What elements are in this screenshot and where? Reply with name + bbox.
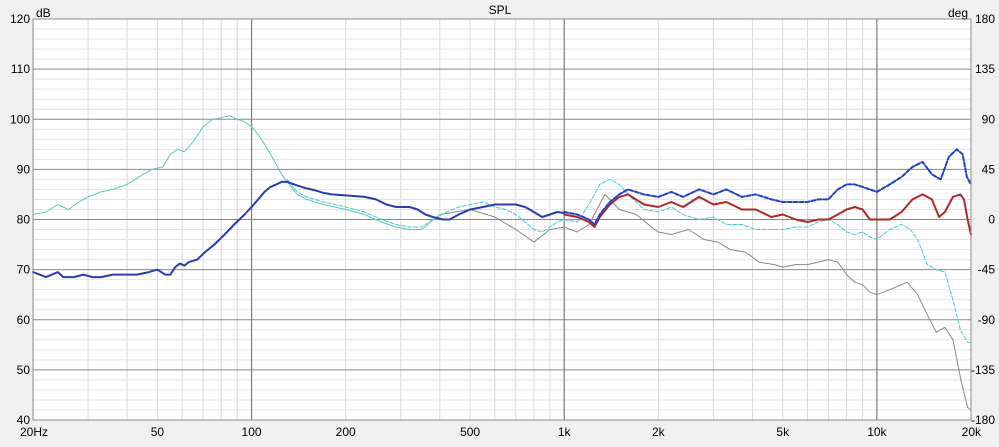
x-tick-label: 20k <box>962 425 982 439</box>
x-tick-label: 20Hz <box>20 425 48 439</box>
plot-frame <box>32 18 972 421</box>
y-tick-labels: 40 50 60 70 80 90 100 110 120 <box>10 12 30 427</box>
y-tick-label: 100 <box>10 112 30 126</box>
y2-tick-label: 45 <box>982 162 996 176</box>
series-line-5 <box>563 148 972 226</box>
series-layer <box>32 115 972 411</box>
x-tick-label: 500 <box>460 425 480 439</box>
x-tick-labels: 20Hz 50 100 200 500 1k 2k 5k 10k 20k <box>20 425 982 439</box>
series-line-1 <box>439 193 972 411</box>
y2-tick-label: -90 <box>978 313 996 327</box>
y2-axis-label: deg <box>948 6 968 20</box>
x-tick-label: 200 <box>336 425 356 439</box>
x-tick-label: 100 <box>242 425 262 439</box>
chart-title: SPL <box>489 3 512 17</box>
x-tick-label: 1k <box>558 425 572 439</box>
y-tick-label: 60 <box>17 313 31 327</box>
y-axis-label: dB <box>36 6 51 20</box>
y-tick-label: 110 <box>11 62 30 76</box>
y-tick-label: 50 <box>17 363 31 377</box>
y2-tick-label: -45 <box>978 263 996 277</box>
y2-tick-labels: -180 -135 -90 -45 0 45 90 135 180 <box>971 12 995 427</box>
y2-tick-label: 0 <box>988 213 995 227</box>
y2-tick-label: 135 <box>975 62 995 76</box>
y2-tick-label: -180 <box>971 413 995 427</box>
y-tick-label: 90 <box>17 162 31 176</box>
series-line-2 <box>32 115 441 230</box>
y-tick-label: 70 <box>17 263 31 277</box>
y-tick-label: 80 <box>17 213 31 227</box>
y-tick-label: 120 <box>10 12 30 26</box>
y2-tick-label: 180 <box>975 12 995 26</box>
x-tick-label: 2k <box>652 425 666 439</box>
y-tick-label: 40 <box>17 413 31 427</box>
y2-tick-label: -135 <box>971 363 995 377</box>
x-tick-label: 10k <box>867 425 887 439</box>
series-line-4 <box>563 193 972 236</box>
x-tick-label: 5k <box>776 425 790 439</box>
y2-tick-label: 90 <box>982 112 996 126</box>
x-tick-label: 50 <box>151 425 165 439</box>
series-line-6 <box>32 180 566 279</box>
